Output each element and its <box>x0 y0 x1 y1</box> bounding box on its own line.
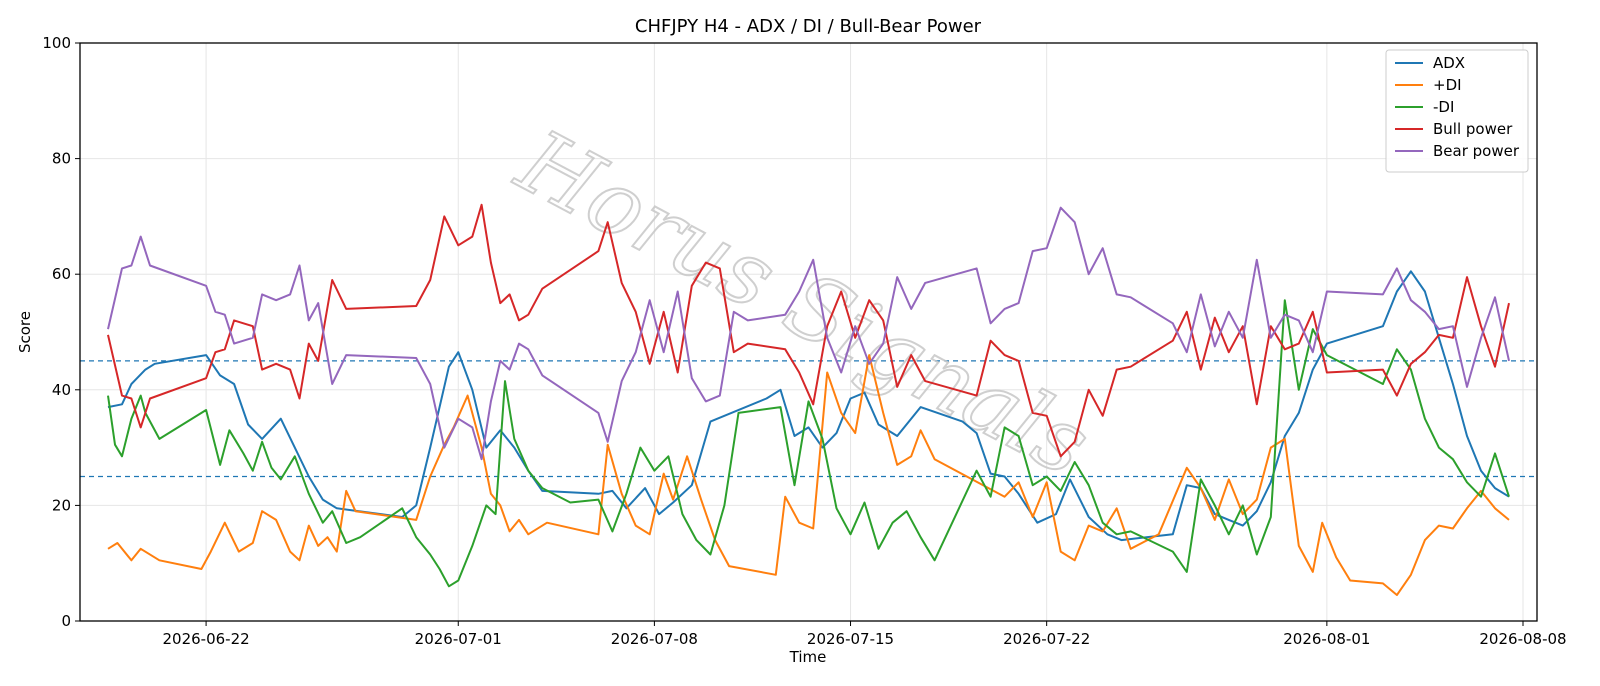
y-tick-label: 60 <box>52 265 71 283</box>
x-tick-label: 2026-07-15 <box>807 630 894 648</box>
y-axis-ticks: 0 20 40 60 80 100 <box>42 34 80 630</box>
x-axis-ticks: 2026-06-22 2026-07-01 2026-07-08 2026-07-15… <box>162 621 1567 648</box>
y-tick-label: 0 <box>61 612 71 630</box>
legend-label-di: +DI <box>1433 76 1462 94</box>
chart-title: CHFJPY H4 - ADX / DI / Bull-Bear Power <box>635 16 982 37</box>
legend-box <box>1385 49 1529 173</box>
x-tick-label: 2026-06-22 <box>162 630 249 648</box>
y-tick-label: 40 <box>52 381 71 399</box>
y-tick-label: 100 <box>42 34 71 52</box>
series-line-bear-power <box>107 206 1510 461</box>
legend-label-di: -DI <box>1433 98 1454 116</box>
legend-label-bear-power: Bear power <box>1433 142 1520 160</box>
x-tick-label: 2026-08-08 <box>1479 630 1566 648</box>
legend: ADX +DI -DI Bull power Bear power <box>1385 49 1529 173</box>
series-lines <box>107 203 1510 596</box>
series-line-di <box>107 354 1510 596</box>
grid <box>80 42 1537 622</box>
y-axis-title: Score <box>16 311 34 353</box>
x-tick-label: 2026-07-08 <box>611 630 698 648</box>
series-line-bull-power <box>107 203 1510 458</box>
x-tick-label: 2026-07-01 <box>415 630 502 648</box>
series-line-di <box>107 299 1510 588</box>
y-tick-label: 20 <box>52 496 71 514</box>
legend-label-adx: ADX <box>1433 54 1465 72</box>
x-axis-title: Time <box>789 648 827 666</box>
y-tick-label: 80 <box>52 150 71 168</box>
series-line-adx <box>107 270 1510 542</box>
legend-label-bull-power: Bull power <box>1433 120 1513 138</box>
x-tick-label: 2026-07-22 <box>1003 630 1090 648</box>
plot-frame <box>79 42 1538 622</box>
x-tick-label: 2026-08-01 <box>1283 630 1370 648</box>
